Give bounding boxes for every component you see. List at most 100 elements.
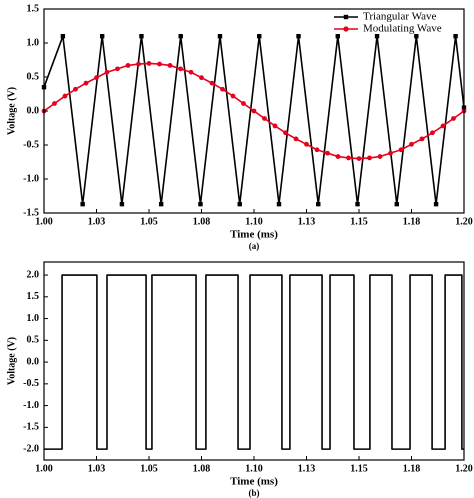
marker [73, 86, 78, 92]
marker [178, 34, 183, 39]
marker [94, 75, 99, 81]
marker [158, 201, 164, 207]
marker [167, 63, 173, 68]
marker [293, 136, 299, 142]
marker [356, 156, 362, 162]
marker [220, 86, 225, 92]
marker [139, 34, 144, 39]
y-tick-label: 1.0 [27, 313, 40, 324]
y-axis-label: Voltage (V) [6, 337, 17, 385]
marker [398, 147, 404, 153]
y-tick-label: -1.0 [23, 400, 39, 411]
legend-label: Modulating Wave [363, 23, 442, 35]
series-line [44, 274, 464, 450]
y-tick-label: -1.0 [23, 173, 39, 184]
x-tick-label: 1.03 [88, 216, 106, 227]
marker [198, 201, 203, 207]
marker [209, 80, 215, 86]
y-axis-label: Voltage (V) [6, 87, 17, 135]
panel-label: (b) [249, 488, 260, 498]
marker [199, 75, 204, 81]
x-tick-label: 1.18 [403, 216, 421, 227]
marker [257, 34, 262, 39]
y-tick-label: -0.5 [23, 378, 39, 389]
marker [304, 141, 309, 147]
x-tick-label: 1.08 [193, 216, 211, 227]
marker [409, 141, 414, 147]
series-line [43, 35, 465, 205]
y-tick-label: 1.5 [27, 3, 40, 14]
x-tick-label: 1.13 [298, 216, 316, 227]
marker [119, 201, 125, 207]
marker [325, 150, 330, 156]
y-tick-label: 1.5 [27, 291, 40, 302]
marker [296, 34, 301, 39]
marker [316, 201, 321, 207]
marker [374, 34, 380, 39]
marker [346, 155, 351, 161]
marker [453, 34, 458, 39]
marker [52, 101, 57, 106]
x-axis-label: Time (ms) [230, 476, 278, 488]
marker [241, 101, 246, 106]
marker [276, 201, 282, 207]
panel-label: (a) [249, 241, 260, 251]
marker [188, 69, 194, 75]
marker [440, 123, 446, 129]
marker [230, 93, 236, 99]
x-tick-label: 1.20 [455, 216, 473, 227]
y-tick-label: -1.5 [23, 422, 39, 433]
marker [136, 61, 141, 67]
marker [60, 34, 66, 39]
y-tick-label: 0.0 [27, 105, 40, 116]
x-tick-label: 1.00 [35, 463, 53, 474]
legend-marker [343, 26, 349, 32]
marker [80, 201, 85, 207]
marker [237, 201, 242, 207]
marker [335, 154, 341, 159]
x-tick-label: 1.20 [455, 463, 473, 474]
marker [430, 130, 435, 136]
marker [388, 150, 393, 156]
legend-label: Triangular Wave [363, 11, 436, 23]
marker [419, 136, 425, 142]
marker [433, 201, 439, 207]
x-tick-label: 1.05 [140, 463, 158, 474]
marker [178, 66, 183, 72]
marker [99, 34, 105, 39]
legend-marker [343, 14, 349, 20]
x-tick-label: 1.05 [140, 216, 158, 227]
marker [217, 34, 223, 39]
x-tick-label: 1.03 [88, 463, 106, 474]
x-tick-label: 1.15 [350, 463, 368, 474]
y-tick-label: 0.5 [27, 335, 40, 346]
marker [62, 93, 68, 99]
marker [104, 69, 110, 75]
x-tick-label: 1.10 [245, 216, 263, 227]
y-tick-label: -1.5 [23, 207, 39, 218]
y-tick-label: 1.0 [27, 37, 40, 48]
marker [367, 155, 372, 161]
x-tick-label: 1.18 [403, 463, 421, 474]
marker [283, 130, 288, 136]
marker [251, 108, 257, 114]
marker [83, 80, 89, 86]
marker [414, 34, 419, 39]
marker [125, 63, 131, 68]
x-tick-label: 1.15 [350, 216, 368, 227]
marker [272, 123, 278, 129]
x-tick-label: 1.00 [35, 216, 53, 227]
marker [146, 61, 152, 66]
x-tick-label: 1.13 [298, 463, 316, 474]
marker [394, 201, 399, 207]
x-tick-label: 1.08 [193, 463, 211, 474]
x-axis-label: Time (ms) [230, 229, 278, 241]
y-tick-label: -0.5 [23, 139, 39, 150]
marker [115, 66, 120, 72]
y-tick-label: 0.5 [27, 71, 40, 82]
y-tick-label: -2.0 [23, 443, 39, 454]
marker [355, 201, 360, 207]
x-tick-label: 1.10 [245, 463, 263, 474]
marker [335, 34, 340, 39]
